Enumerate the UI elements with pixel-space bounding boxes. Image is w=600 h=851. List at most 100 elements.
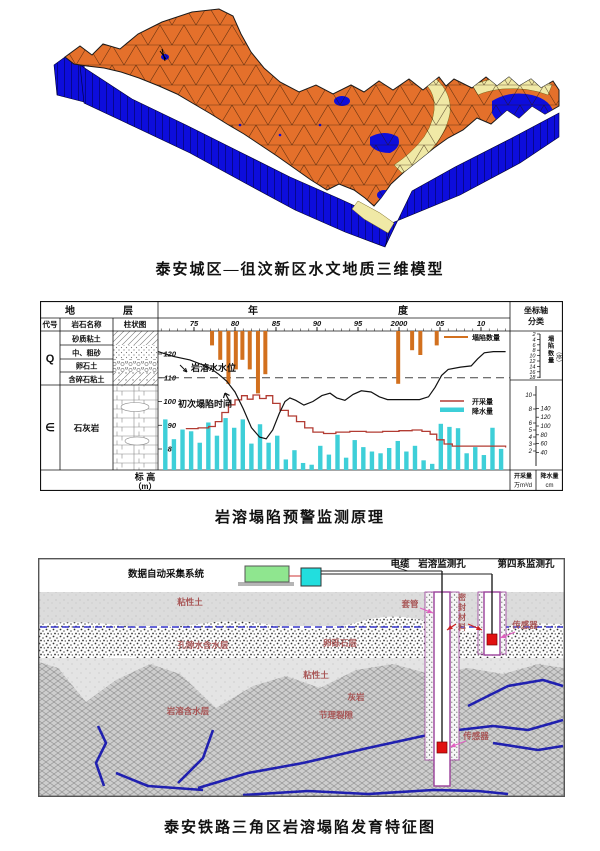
legend-rain: 降水量 (472, 407, 493, 416)
borehole-annulus (477, 591, 485, 655)
rain-bar (335, 434, 340, 470)
figure-3d-model (40, 5, 560, 260)
equipment-base (238, 582, 294, 586)
rain-axis-tick: 40 (541, 450, 548, 456)
rain-bar (283, 459, 289, 470)
year-tick-label: 10 (477, 319, 486, 328)
legend-pump: 开采量 (472, 397, 493, 406)
rain-bar (292, 450, 297, 470)
svg-text:层: 层 (123, 305, 133, 317)
label-seal: 料 (458, 622, 466, 632)
collapse-bar (247, 331, 252, 370)
collapse-bar (434, 331, 439, 346)
rain-bar (421, 460, 426, 470)
collapse-bar (418, 331, 423, 355)
label-system: 数据自动采集系统 (127, 568, 205, 580)
rain-bar (498, 448, 504, 470)
model-mesh-overlay (65, 9, 559, 206)
borehole-annulus (499, 591, 507, 655)
collapse-axis-tick: 18 (529, 375, 536, 381)
collapse-axis-name: 塌 (548, 335, 554, 343)
label-seal: 封 (458, 602, 466, 612)
karst-conduit (197, 718, 564, 790)
pump-axis-tick: 10 (525, 393, 532, 399)
rain-axis-tick: 100 (541, 424, 552, 430)
pump-axis-tick: 8 (529, 407, 533, 413)
rain-bar (378, 453, 383, 470)
lithology-label: 石灰岩 (73, 423, 100, 433)
year-tick-label: 2000 (390, 319, 409, 328)
legend-collapse: 塌陷数量 (472, 333, 500, 342)
era-code: Q (46, 353, 55, 365)
rain-bar (266, 442, 271, 470)
rain-bar (300, 462, 306, 470)
karst-conduit (115, 771, 204, 792)
label-limestone: 灰岩 (347, 692, 365, 702)
year-axis-title: 年 (248, 304, 258, 317)
collapse-axis-tick: 6 (532, 343, 536, 349)
rain-bar (369, 451, 375, 470)
label-clay-lower: 粘性土 (302, 670, 329, 680)
figure3-caption: 泰安铁路三角区岩溶塌陷发育特征图 (163, 820, 436, 836)
rain-bar (404, 451, 409, 470)
rain-bar (361, 447, 366, 470)
lithology-label: 中、粗砂 (72, 349, 102, 358)
annotation-first-collapse: 初次塌陷时间 (178, 398, 232, 409)
label-seal: 材 (458, 612, 466, 622)
rain-bar (481, 455, 487, 470)
era-code: ∈ (45, 422, 55, 434)
lithology-pattern (113, 331, 158, 345)
lithology-label: 含碎石粘土 (69, 375, 105, 384)
karst-conduit (242, 788, 509, 797)
pump-axis-tick: 4 (529, 435, 533, 441)
lithology-label: 卵石土 (76, 362, 98, 371)
water-level-line (157, 350, 506, 440)
rain-axis-tick: 60 (541, 442, 548, 448)
pump-unit-label: 开采量 (514, 472, 532, 480)
year-tick-label: 75 (190, 319, 199, 328)
pump-line (185, 394, 507, 448)
rain-axis-tick: 120 (541, 415, 552, 421)
svg-text:分类: 分类 (528, 316, 544, 326)
rain-bar (240, 419, 245, 470)
collapse-bar (396, 331, 401, 384)
rain-bar (464, 453, 469, 470)
label-quaternary-hole: 第四系监测孔 (497, 558, 555, 570)
lithology-pattern (113, 372, 158, 385)
collapse-axis-name: 数 (548, 349, 555, 357)
karst-conduit (177, 729, 215, 784)
pump-axis-tick: 6 (529, 421, 533, 427)
rain-bar (412, 445, 418, 470)
rain-bar (438, 423, 444, 470)
collapse-bar (210, 331, 215, 346)
rain-bar (430, 463, 435, 470)
label-sensor: 传感器 (511, 620, 538, 630)
sensor-quaternary (486, 633, 498, 646)
svg-text:万m³/d: 万m³/d (514, 482, 532, 489)
svg-text:柱状图: 柱状图 (124, 319, 147, 329)
collapse-bar (240, 331, 245, 360)
rain-bar (490, 427, 495, 470)
figure2-caption: 岩溶塌陷预警监测原理 (214, 510, 385, 526)
rain-bar (473, 447, 478, 470)
year-tick-label: 05 (436, 319, 445, 328)
collapse-bar (226, 331, 231, 384)
interface-box (300, 567, 322, 587)
pump-axis-tick: 3 (529, 442, 533, 448)
svg-text:代号: 代号 (42, 319, 58, 329)
svg-text:（处）: （处） (555, 349, 563, 366)
lithology-pattern (113, 385, 158, 470)
collapse-axis-tick: 12 (529, 359, 535, 365)
collapse-axis-tick: 8 (532, 348, 536, 354)
strat-title: 地 (65, 304, 75, 317)
model-3d-svg (53, 8, 560, 248)
svg-text:cm: cm (546, 483, 554, 489)
collapse-bar (255, 331, 260, 394)
elevation-axis-label: 标 高 (134, 471, 156, 482)
svg-text:度: 度 (398, 304, 409, 317)
collapse-axis-name: 陷 (548, 342, 554, 350)
rain-bar (249, 443, 254, 470)
rain-bar (171, 439, 177, 470)
